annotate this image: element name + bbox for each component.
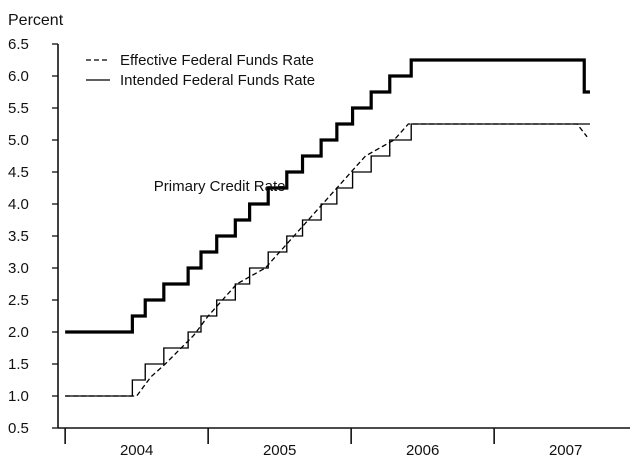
series-layer — [65, 58, 590, 397]
x-tick-label: 2005 — [263, 442, 296, 459]
intended-federal-funds-rate-line — [65, 58, 590, 334]
x-tick-label: 2006 — [406, 442, 439, 459]
y-tick-label: 3.0 — [8, 260, 29, 277]
x-axis: 2004 2005 2006 2007 — [58, 427, 630, 459]
effective-federal-funds-rate-line — [65, 123, 588, 397]
y-tick-label: 5.0 — [8, 132, 29, 149]
y-axis: 0.5 1.0 1.5 2.0 2.5 3.0 3.5 4.0 4.5 5.0 5.5 6.0 6.5 — [8, 36, 59, 437]
y-tick-label: 2.0 — [8, 324, 29, 341]
primary-credit-rate-line — [65, 123, 590, 397]
y-tick-label: 4.0 — [8, 196, 29, 213]
y-tick-label: 3.5 — [8, 228, 29, 245]
y-tick-label: 2.5 — [8, 292, 29, 309]
y-tick-label: 1.5 — [8, 356, 29, 373]
y-tick-label: 6.5 — [8, 36, 29, 53]
legend-intended-rate-label: Intended Federal Funds Rate — [120, 72, 315, 89]
legend-effective-rate-label: Effective Federal Funds Rate — [120, 52, 314, 69]
y-axis-title: Percent — [8, 12, 64, 29]
legend: Effective Federal Funds Rate Intended Fed… — [86, 52, 315, 89]
y-tick-label: 0.5 — [8, 420, 29, 437]
x-tick-label: 2007 — [549, 442, 582, 459]
y-tick-label: 5.5 — [8, 100, 29, 117]
y-tick-label: 4.5 — [8, 164, 29, 181]
y-tick-label: 6.0 — [8, 68, 29, 85]
annotations: Primary Credit Rate — [154, 178, 286, 195]
primary-credit-rate-annotation: Primary Credit Rate — [154, 178, 286, 195]
y-tick-label: 1.0 — [8, 388, 29, 405]
x-tick-label: 2004 — [120, 442, 153, 459]
